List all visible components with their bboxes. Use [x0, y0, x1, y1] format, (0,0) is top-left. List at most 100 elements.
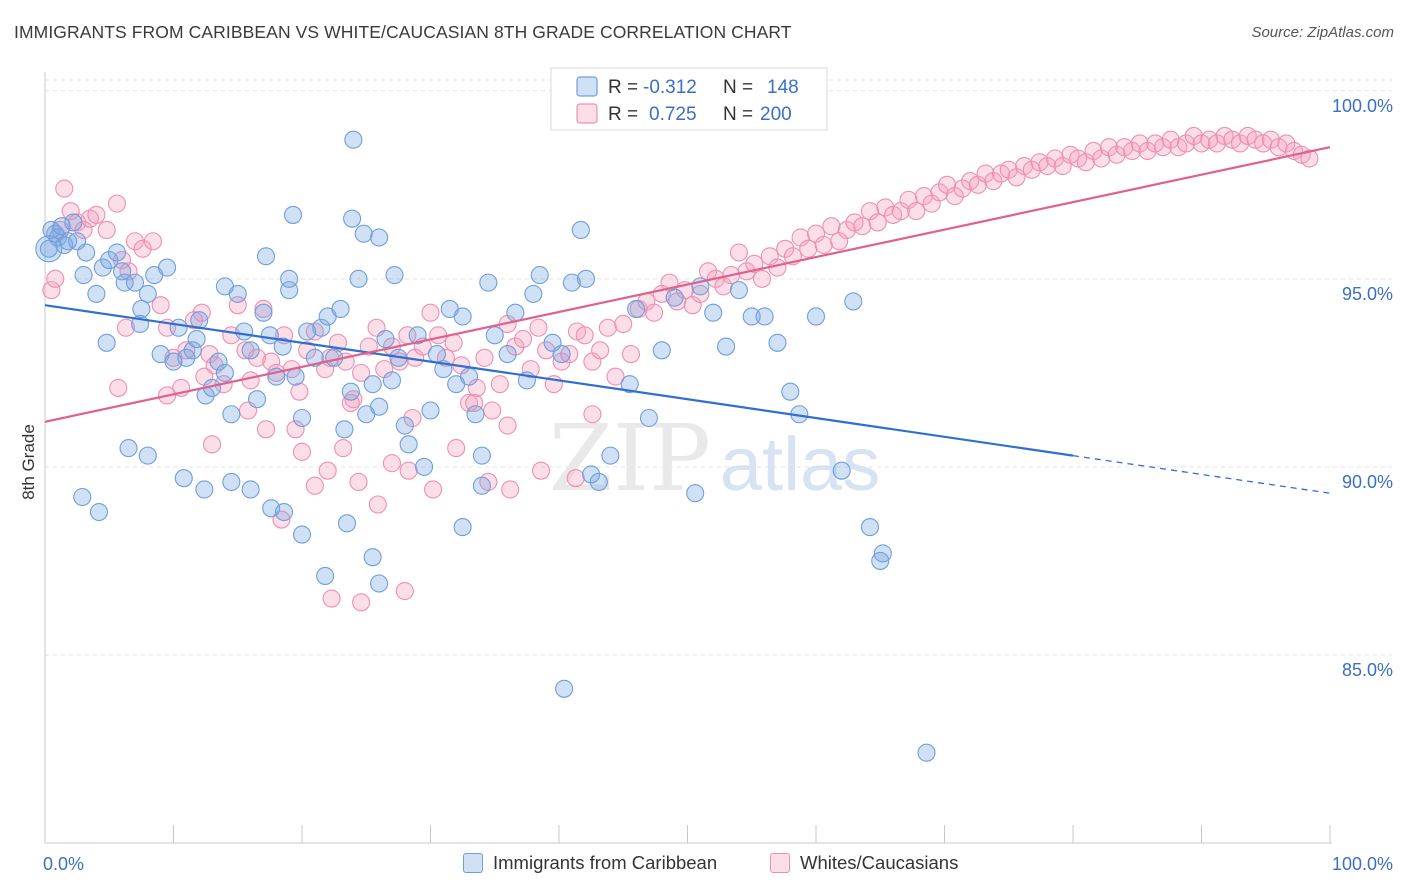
point-whites: [42, 281, 61, 300]
point-caribbean: [408, 326, 427, 345]
y-tick-label: 100.0%: [1332, 96, 1393, 116]
point-whites: [799, 239, 818, 258]
point-caribbean: [93, 258, 112, 277]
legend-label-whites: Whites/Caucasians: [800, 852, 959, 873]
point-whites: [421, 303, 440, 322]
point-whites: [61, 202, 80, 221]
source-label: Source: ZipAtlas.com: [1251, 24, 1394, 41]
point-caribbean: [472, 476, 491, 495]
point-whites: [837, 220, 856, 240]
point-whites: [1038, 156, 1057, 176]
point-whites: [822, 217, 841, 236]
point-whites: [429, 326, 448, 345]
point-whites: [151, 296, 170, 315]
point-caribbean: [704, 303, 723, 322]
point-whites: [256, 420, 276, 439]
point-caribbean: [395, 416, 414, 435]
point-caribbean: [459, 367, 479, 386]
point-caribbean: [280, 269, 299, 288]
point-whites: [1277, 134, 1296, 153]
point-caribbean: [555, 679, 574, 698]
point-caribbean: [382, 371, 402, 390]
point-caribbean: [530, 266, 549, 285]
point-whites: [143, 232, 162, 251]
point-caribbean: [917, 743, 936, 762]
point-whites: [185, 311, 204, 330]
point-caribbean: [768, 333, 787, 352]
point-caribbean: [363, 375, 382, 394]
point-caribbean: [370, 574, 389, 593]
point-caribbean: [627, 299, 646, 318]
point-caribbean: [716, 337, 736, 356]
point-whites: [74, 220, 93, 240]
legend-label-caribbean: Immigrants from Caribbean: [493, 852, 718, 873]
point-whites: [447, 439, 466, 458]
point-caribbean: [35, 235, 63, 263]
watermark-zip: ZIP: [549, 405, 711, 512]
point-caribbean: [639, 408, 659, 428]
point-whites: [1261, 130, 1280, 149]
point-caribbean: [235, 322, 254, 341]
point-whites: [55, 179, 74, 198]
point-whites: [752, 269, 772, 288]
point-whites: [552, 352, 571, 371]
point-caribbean: [52, 217, 71, 236]
point-caribbean: [354, 224, 373, 243]
point-whites: [368, 495, 387, 514]
point-caribbean: [376, 329, 395, 349]
point-caribbean: [472, 446, 491, 465]
point-whites: [566, 469, 585, 488]
point-whites: [116, 318, 136, 337]
legend-r-value-1: -0.312: [643, 77, 697, 98]
point-caribbean: [132, 299, 151, 318]
point-whites: [177, 341, 196, 360]
point-whites: [46, 269, 65, 288]
point-whites: [529, 318, 548, 337]
point-whites: [513, 329, 533, 349]
legend-swatch-whites: [770, 853, 790, 873]
point-whites: [286, 420, 305, 439]
point-whites: [560, 345, 579, 364]
point-whites: [506, 337, 525, 356]
point-caribbean: [399, 435, 418, 454]
point-caribbean: [169, 318, 188, 337]
point-caribbean: [524, 284, 543, 303]
point-whites: [745, 254, 764, 273]
point-caribbean: [274, 502, 294, 522]
point-whites: [1099, 138, 1119, 157]
point-caribbean: [256, 247, 276, 266]
point-whites: [729, 243, 748, 262]
point-caribbean: [370, 228, 389, 247]
y-axis-label: 8th Grade: [19, 424, 38, 500]
point-whites: [1231, 134, 1250, 153]
point-whites: [305, 476, 324, 495]
y-tick-label: 85.0%: [1342, 660, 1393, 680]
point-whites: [97, 220, 116, 240]
point-caribbean: [589, 472, 608, 491]
y-tick-label: 95.0%: [1342, 284, 1393, 304]
tick-labels: 85.0% 90.0% 95.0% 100.0% 0.0% 100.0%: [43, 96, 1393, 874]
point-whites: [292, 442, 312, 461]
point-caribbean: [729, 281, 748, 300]
point-whites: [352, 363, 371, 382]
point-caribbean: [370, 397, 389, 416]
point-caribbean: [119, 439, 138, 458]
point-whites: [459, 393, 479, 413]
watermark-atlas: atlas: [720, 422, 881, 507]
point-whites: [868, 213, 887, 232]
point-caribbean: [453, 518, 472, 537]
point-whites: [109, 378, 128, 397]
point-caribbean: [100, 250, 119, 270]
point-caribbean: [292, 408, 312, 428]
point-caribbean: [806, 307, 826, 326]
point-whites: [598, 318, 617, 337]
point-caribbean: [686, 484, 705, 503]
point-whites: [247, 348, 267, 367]
point-caribbean: [427, 345, 446, 364]
legend-n-label-2: N =: [723, 104, 753, 125]
point-whites: [107, 194, 127, 213]
y-tick-label: 90.0%: [1342, 472, 1393, 492]
point-whites: [531, 461, 551, 480]
gridlines: [45, 79, 1392, 656]
point-caribbean: [337, 514, 357, 533]
